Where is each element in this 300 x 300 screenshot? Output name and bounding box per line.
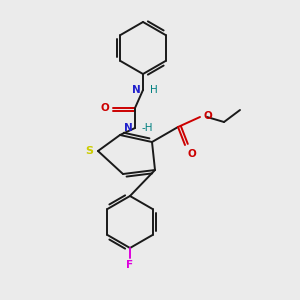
Text: -H: -H	[141, 123, 152, 133]
Text: O: O	[187, 149, 196, 159]
Text: F: F	[126, 260, 134, 270]
Text: H: H	[150, 85, 158, 95]
Text: N: N	[132, 85, 141, 95]
Text: S: S	[85, 146, 93, 156]
Text: O: O	[203, 111, 212, 121]
Text: N: N	[124, 123, 133, 133]
Text: O: O	[100, 103, 109, 113]
